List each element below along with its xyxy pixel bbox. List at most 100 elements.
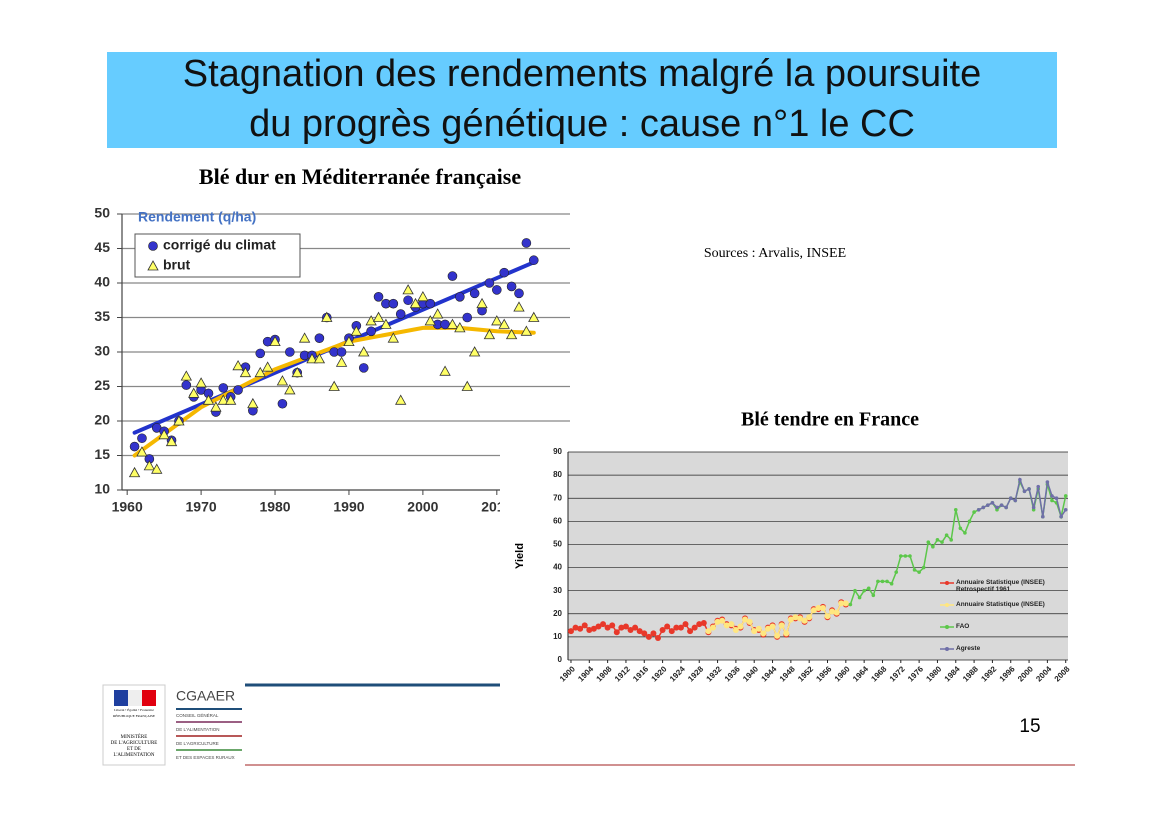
y-tick-label: 10: [94, 481, 110, 497]
point: [424, 315, 436, 326]
cgaaer-line: DE L'ALIMENTATION: [176, 727, 219, 732]
point: [499, 267, 510, 278]
point: [129, 441, 140, 452]
slide-title: du progrès génétique : cause n°1 le CC: [249, 103, 915, 145]
point: [728, 621, 735, 628]
point: [372, 311, 385, 322]
point: [926, 540, 931, 544]
point: [492, 285, 502, 295]
legend-label: FAO: [956, 623, 970, 630]
point: [976, 507, 981, 512]
point: [188, 387, 200, 398]
point: [276, 375, 289, 386]
y-tick-label: 45: [94, 239, 110, 255]
point: [373, 291, 384, 302]
point: [783, 630, 790, 637]
point: [446, 318, 459, 329]
point: [350, 325, 363, 336]
point: [165, 435, 178, 447]
point: [853, 588, 857, 593]
chart: Blé tendre en France01020304050607080901…: [500, 409, 1075, 708]
point: [857, 595, 862, 600]
point: [1045, 480, 1050, 484]
legend-entry: Agreste: [956, 645, 980, 652]
legend-label: corrigé du climat: [163, 237, 276, 253]
point: [604, 624, 611, 631]
y-tick-label: 30: [94, 343, 110, 359]
legend-label: Annuaire Statistique (INSEE) Retrospecti…: [956, 579, 1045, 593]
chart-title: Blé tendre en France: [741, 409, 919, 431]
point: [1041, 514, 1045, 519]
legend-marker: [945, 625, 949, 629]
point: [254, 366, 266, 378]
point: [285, 347, 295, 357]
point: [455, 291, 465, 302]
point: [944, 533, 949, 537]
legend-entry: Annuaire Statistique (INSEE): [956, 601, 1045, 608]
point: [255, 348, 266, 359]
point: [880, 579, 885, 584]
legend-label: Annuaire Statistique (INSEE): [956, 601, 1045, 608]
point: [723, 622, 730, 629]
point: [217, 394, 229, 405]
point: [848, 602, 853, 607]
y-tick-label: 30: [553, 586, 562, 595]
point: [871, 593, 876, 598]
point: [136, 446, 148, 457]
point: [673, 624, 680, 631]
point: [506, 281, 517, 292]
point: [659, 626, 666, 633]
point: [498, 318, 510, 329]
y-tick-label: 10: [553, 632, 562, 641]
point: [1008, 496, 1013, 501]
point: [963, 531, 967, 535]
point: [668, 628, 675, 635]
point: [484, 278, 495, 288]
y-tick-label: 0: [558, 655, 563, 664]
point: [838, 600, 845, 607]
cgaaer-line: CONSEIL GÉNÉRAL: [176, 712, 219, 718]
y-axis-label: Rendement (q/ha): [138, 209, 256, 225]
point: [990, 501, 995, 505]
point: [514, 288, 524, 299]
point: [261, 361, 274, 372]
point: [687, 628, 694, 635]
point: [572, 624, 579, 631]
point: [819, 605, 826, 611]
legend-box: [134, 233, 301, 278]
point: [143, 460, 156, 471]
point: [387, 332, 399, 343]
point: [613, 629, 620, 636]
legend-entry: FAO: [956, 623, 970, 630]
point: [815, 605, 822, 611]
point: [833, 609, 840, 616]
point: [774, 632, 781, 639]
point: [388, 298, 399, 309]
point: [636, 628, 643, 635]
point: [1018, 477, 1022, 482]
y-tick-label: 15: [94, 446, 110, 462]
point: [755, 625, 762, 632]
point: [958, 526, 963, 531]
point: [981, 505, 986, 510]
y-tick-label: 70: [553, 493, 562, 502]
point: [439, 365, 451, 376]
point: [335, 356, 348, 367]
point: [862, 588, 866, 593]
point: [1054, 496, 1059, 501]
point: [829, 608, 836, 615]
x-tick-label: 1990: [333, 499, 364, 515]
point: [218, 383, 229, 393]
legend-marker: [148, 241, 158, 251]
point: [1027, 487, 1031, 491]
point: [682, 621, 689, 628]
cgaaer-name: CGAAER: [176, 688, 235, 704]
point: [778, 622, 785, 629]
point: [751, 628, 758, 635]
flag-blue: [114, 690, 128, 706]
point: [336, 347, 347, 357]
point: [609, 622, 616, 629]
point: [760, 630, 767, 637]
point: [842, 600, 849, 607]
y-tick-label: 35: [94, 308, 110, 324]
